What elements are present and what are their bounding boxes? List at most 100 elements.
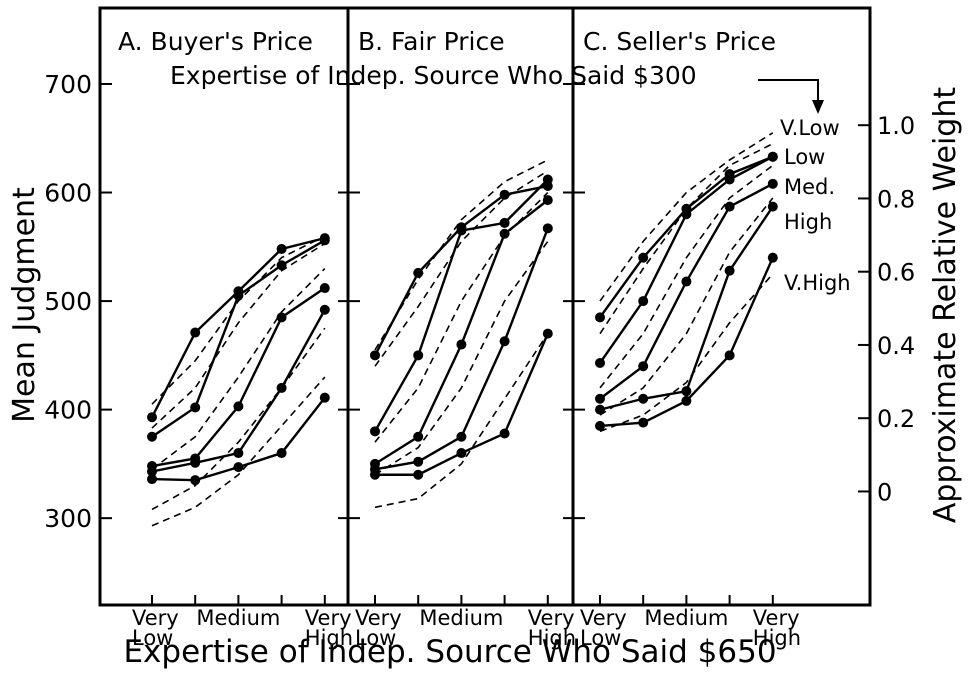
x-tick-label: Very High bbox=[752, 606, 802, 650]
data-point bbox=[413, 350, 424, 361]
data-point bbox=[542, 223, 553, 234]
x-tick-label: Medium bbox=[419, 606, 504, 630]
data-point bbox=[319, 392, 330, 403]
data-point bbox=[724, 201, 735, 212]
data-point bbox=[456, 225, 467, 236]
y-tick-label: 500 bbox=[44, 287, 92, 316]
data-point bbox=[542, 195, 553, 206]
curve-label: Low bbox=[784, 145, 825, 169]
data-point bbox=[456, 448, 467, 459]
data-point bbox=[276, 243, 287, 254]
data-point bbox=[276, 260, 287, 271]
curve-label: High bbox=[784, 210, 832, 234]
x-tick-label: Very High bbox=[304, 606, 354, 650]
data-point bbox=[724, 174, 735, 185]
data-point bbox=[233, 448, 244, 459]
data-point bbox=[681, 276, 692, 287]
curve-label: V.High bbox=[784, 271, 851, 295]
predicted-line bbox=[599, 273, 774, 433]
data-point bbox=[681, 395, 692, 406]
data-point bbox=[276, 382, 287, 393]
y-tick-label: 400 bbox=[44, 396, 92, 425]
data-point bbox=[147, 466, 157, 477]
y2-tick-label: 0.4 bbox=[877, 332, 915, 360]
data-point bbox=[276, 448, 287, 459]
data-point bbox=[542, 174, 553, 185]
data-point bbox=[147, 412, 157, 423]
predicted-line bbox=[599, 132, 774, 302]
data-point bbox=[724, 350, 735, 361]
data-line bbox=[373, 184, 549, 356]
data-point bbox=[595, 404, 605, 415]
predicted-line bbox=[151, 235, 326, 405]
data-point bbox=[413, 456, 424, 467]
predicted-line bbox=[374, 333, 549, 509]
data-point bbox=[147, 474, 157, 485]
data-point bbox=[233, 401, 244, 412]
data-point bbox=[276, 312, 287, 323]
predicted-line bbox=[151, 376, 326, 527]
data-point bbox=[499, 228, 510, 239]
plot-frame bbox=[98, 6, 872, 607]
predicted-line bbox=[151, 242, 326, 429]
y2-tick-label: 0.6 bbox=[877, 259, 915, 287]
y2-tick-label: 0 bbox=[877, 478, 892, 506]
data-point bbox=[147, 431, 157, 442]
predicted-line bbox=[151, 267, 326, 470]
y2-tick-label: 0.8 bbox=[877, 185, 915, 213]
data-line bbox=[599, 155, 774, 319]
data-line bbox=[151, 309, 326, 473]
panel-title: C. Seller's Price bbox=[583, 27, 776, 56]
data-point bbox=[499, 336, 510, 347]
y2-tick-label: 1.0 bbox=[877, 112, 915, 140]
panel-title: B. Fair Price bbox=[358, 27, 505, 56]
y2-tick-label: 0.2 bbox=[877, 405, 915, 433]
panel-title: A. Buyer's Price bbox=[118, 27, 313, 56]
x-tick-label: Very Low bbox=[355, 606, 402, 650]
data-point bbox=[638, 417, 649, 428]
data-point bbox=[190, 457, 201, 468]
data-point bbox=[595, 420, 605, 431]
data-point bbox=[638, 252, 649, 263]
data-point bbox=[542, 328, 553, 339]
data-point bbox=[499, 189, 510, 200]
data-point bbox=[413, 431, 424, 442]
predicted-line bbox=[374, 170, 549, 367]
data-point bbox=[499, 428, 510, 439]
data-point bbox=[233, 290, 244, 301]
data-point bbox=[319, 235, 330, 246]
x-axis-label: Expertise of Indep. Source Who Said $650 bbox=[123, 634, 776, 670]
y-axis-label: Mean Judgment bbox=[7, 187, 42, 423]
data-point bbox=[595, 312, 605, 323]
data-point bbox=[190, 402, 201, 413]
data-point bbox=[595, 393, 605, 404]
data-point bbox=[681, 386, 692, 397]
y2-axis-label: Approximate Relative Weight bbox=[928, 87, 963, 523]
x-tick-label: Medium bbox=[644, 606, 729, 630]
arrow bbox=[758, 79, 819, 108]
data-point bbox=[767, 252, 778, 263]
predicted-line bbox=[599, 142, 774, 335]
data-point bbox=[767, 151, 778, 162]
data-point bbox=[499, 217, 510, 228]
y-tick-label: 300 bbox=[44, 504, 92, 533]
data-point bbox=[370, 426, 380, 437]
data-point bbox=[638, 393, 649, 404]
data-point bbox=[413, 267, 424, 278]
data-point bbox=[233, 462, 244, 473]
data-point bbox=[190, 475, 201, 486]
data-point bbox=[190, 327, 201, 338]
data-point bbox=[595, 357, 605, 368]
data-point bbox=[456, 431, 467, 442]
x-tick-label: Very High bbox=[527, 606, 577, 650]
data-point bbox=[370, 469, 380, 480]
data-point bbox=[724, 265, 735, 276]
y-tick-label: 700 bbox=[44, 70, 92, 99]
data-point bbox=[767, 178, 778, 189]
x-tick-label: Medium bbox=[196, 606, 281, 630]
data-line bbox=[374, 199, 549, 465]
data-point bbox=[767, 201, 778, 212]
curve-label: V.Low bbox=[780, 116, 840, 140]
